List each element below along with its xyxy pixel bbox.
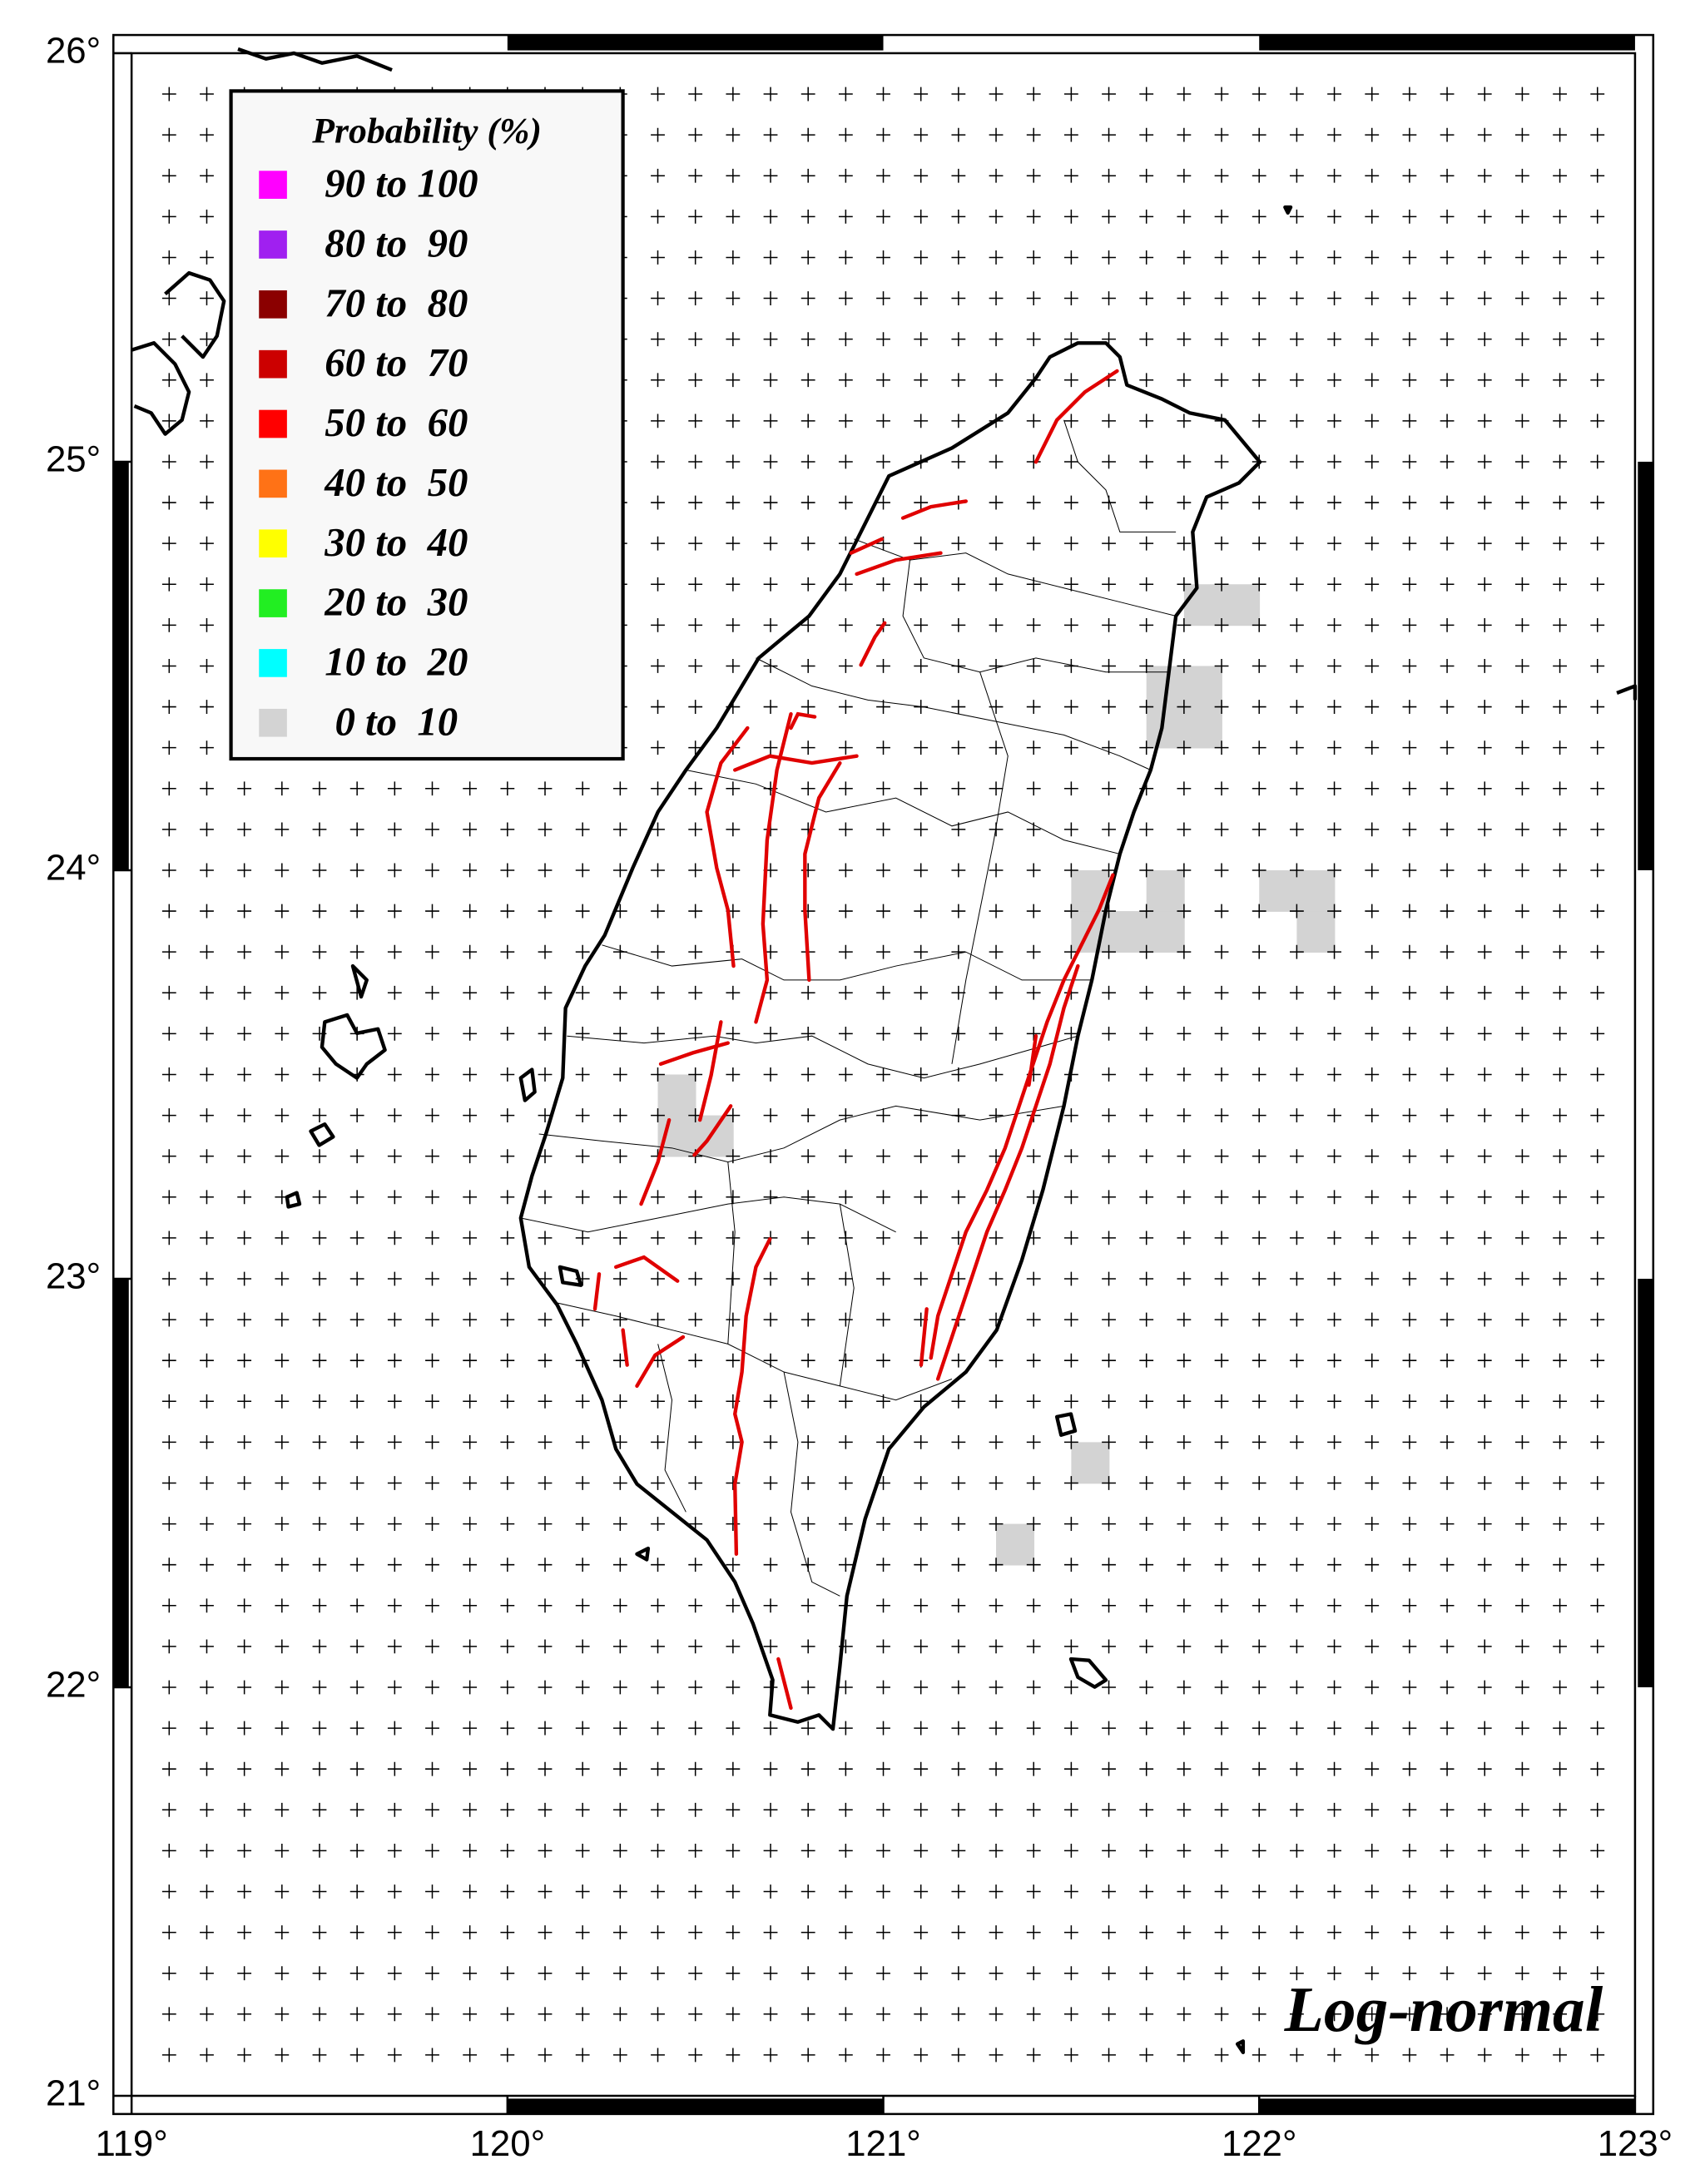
frame-band bbox=[507, 35, 884, 51]
x-tick-label: 120° bbox=[470, 2123, 545, 2164]
legend-swatch bbox=[259, 708, 287, 737]
probability-cell bbox=[1071, 869, 1110, 912]
probability-cell bbox=[1183, 666, 1222, 708]
frame-band bbox=[1638, 461, 1653, 870]
legend: Probability (%) 90 to 100 80 to 90 70 to 8… bbox=[229, 89, 625, 761]
probability-cell bbox=[695, 1115, 734, 1157]
legend-label: 80 to 90 bbox=[325, 221, 468, 266]
legend-swatch bbox=[259, 409, 287, 438]
frame-band bbox=[1259, 2098, 1635, 2114]
probability-cells bbox=[657, 584, 1336, 1566]
map-frame bbox=[112, 33, 1655, 2116]
y-tick-label: 23° bbox=[46, 1256, 101, 1297]
frame-band bbox=[1638, 1278, 1653, 1687]
y-tick-label: 26° bbox=[46, 30, 101, 71]
y-tick-label: 25° bbox=[46, 438, 101, 479]
legend-swatch bbox=[259, 649, 287, 677]
x-tick-label: 122° bbox=[1222, 2123, 1296, 2164]
legend-label: 60 to 70 bbox=[325, 340, 468, 385]
legend-label: 10 to 20 bbox=[325, 639, 468, 684]
probability-cell bbox=[1183, 584, 1222, 626]
x-tick-label: 123° bbox=[1598, 2123, 1673, 2164]
legend-swatch bbox=[259, 290, 287, 319]
probability-cell bbox=[1296, 869, 1336, 912]
probability-cell bbox=[1146, 869, 1185, 912]
legend-title: Probability (%) bbox=[311, 111, 542, 151]
legend-label: 50 to 60 bbox=[325, 400, 468, 445]
legend-swatch bbox=[259, 469, 287, 498]
legend-label: 0 to 10 bbox=[325, 699, 458, 744]
probability-cell bbox=[1146, 706, 1185, 749]
faults bbox=[592, 369, 1119, 1711]
frame-band bbox=[113, 1278, 129, 1687]
legend-label: 70 to 80 bbox=[325, 280, 468, 325]
y-tick-label: 21° bbox=[46, 2073, 101, 2114]
coastline bbox=[131, 47, 1638, 2055]
probability-cell bbox=[657, 1074, 696, 1117]
probability-cell bbox=[1071, 1442, 1110, 1484]
legend-label: 40 to 50 bbox=[324, 460, 468, 505]
legend-swatch bbox=[259, 529, 287, 558]
legend-swatch bbox=[259, 171, 287, 199]
frame-band bbox=[113, 461, 129, 870]
legend-label: 30 to 40 bbox=[324, 520, 468, 565]
county-boundaries bbox=[520, 419, 1177, 1597]
x-tick-label: 119° bbox=[96, 2123, 168, 2164]
probability-cell bbox=[1108, 911, 1147, 953]
model-label: Log-normal bbox=[1284, 1974, 1603, 2045]
x-tick-label: 121° bbox=[845, 2123, 920, 2164]
axis-labels: 119° 120° 121° 122° 123° 21° 22° 23° 24° 25° 26° bbox=[46, 30, 1673, 2164]
legend-swatch bbox=[259, 349, 287, 379]
probability-cell bbox=[996, 1523, 1035, 1566]
probability-cell bbox=[1296, 911, 1336, 953]
probability-cell bbox=[1146, 911, 1185, 953]
legend-swatch bbox=[259, 589, 287, 617]
probability-cell bbox=[1183, 706, 1222, 749]
probability-cell bbox=[1222, 584, 1261, 626]
legend-label: 90 to 100 bbox=[325, 161, 478, 206]
legend-label: 20 to 30 bbox=[324, 580, 468, 625]
map-content: 119° 120° 121° 122° 123° 21° 22° 23° 24° 25° 26° P… bbox=[46, 30, 1673, 2164]
legend-box bbox=[229, 89, 625, 761]
legend-swatch bbox=[259, 230, 287, 259]
probability-cell bbox=[1259, 869, 1298, 912]
frame-band bbox=[1259, 35, 1635, 51]
y-tick-label: 22° bbox=[46, 1665, 101, 1706]
frame-band bbox=[507, 2098, 884, 2114]
y-tick-label: 24° bbox=[46, 848, 101, 889]
